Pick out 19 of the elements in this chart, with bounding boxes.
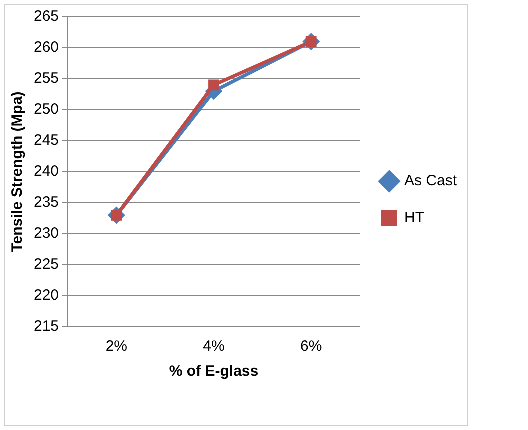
y-tick-label: 240 [34, 163, 60, 180]
legend-label: As Cast [404, 172, 458, 190]
y-tick-label: 265 [34, 8, 60, 26]
x-tick-label: 2% [106, 338, 128, 356]
x-tick-label: 6% [300, 338, 322, 356]
y-tick-label: 230 [34, 225, 60, 242]
legend-label: HT [404, 210, 424, 227]
x-tick-label: 4% [203, 338, 225, 356]
y-tick-label: 235 [34, 194, 60, 212]
y-tick-label: 245 [34, 132, 60, 150]
y-tick-label: 260 [34, 39, 60, 56]
y-tick-label: 255 [34, 70, 60, 88]
point [208, 80, 220, 91]
x-axis-title: % of E-glass [169, 363, 259, 380]
y-tick-label: 250 [34, 101, 60, 118]
y-tick-label: 215 [34, 318, 60, 336]
y-tick-label: 220 [34, 287, 60, 304]
y-axis-title: Tensile Strength (Mpa) [9, 92, 26, 252]
y-tick-label: 225 [34, 256, 60, 274]
